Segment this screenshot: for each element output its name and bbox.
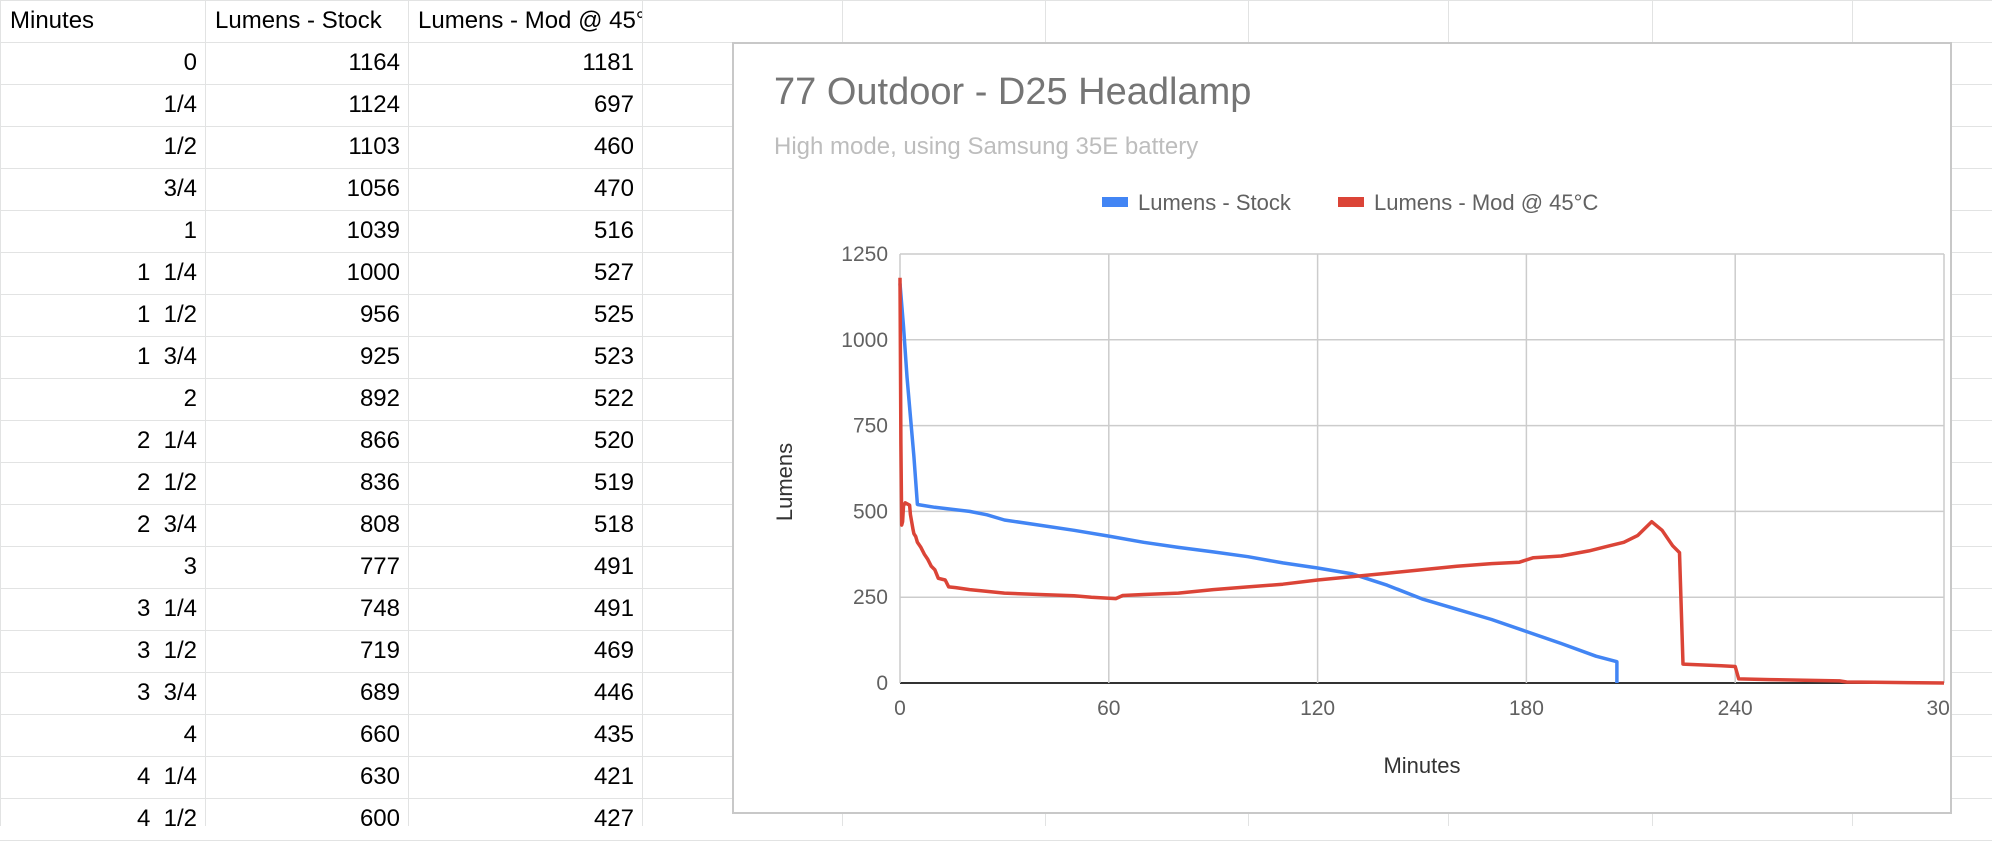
table-cell[interactable]: 689 (359, 679, 400, 706)
table-cell[interactable]: 1103 (348, 133, 400, 160)
table-cell[interactable]: 527 (593, 259, 634, 286)
y-tick-label: 0 (876, 672, 888, 695)
chart-grid (899, 253, 1945, 684)
table-cell[interactable]: 892 (359, 385, 400, 412)
table-cell[interactable]: 522 (593, 385, 634, 412)
table-cell[interactable]: 2 1/4 (136, 427, 197, 454)
table-cell[interactable]: 520 (593, 427, 634, 454)
table-cell[interactable]: 630 (359, 763, 400, 790)
x-tick-label: 120 (1300, 697, 1335, 720)
table-cell[interactable]: 660 (359, 721, 400, 748)
table-cell[interactable]: 1 3/4 (136, 343, 197, 370)
header-cell-minutes[interactable]: Minutes (10, 7, 95, 34)
table-cell[interactable]: 2 1/2 (136, 469, 197, 496)
table-cell[interactable]: 427 (593, 805, 634, 832)
y-axis-label: Lumens (772, 443, 797, 521)
chart-ticks: 0 250 500 750 1000 1250 0 60 120 180 240 300 (841, 243, 1950, 720)
y-tick-label: 250 (853, 586, 888, 609)
table-cell[interactable]: 956 (359, 301, 400, 328)
table-cell[interactable]: 1 1/4 (136, 259, 197, 286)
table-cell[interactable]: 525 (593, 301, 634, 328)
table-cell[interactable]: 1000 (346, 259, 400, 286)
table-cell[interactable]: 1164 (348, 49, 400, 76)
table-cell[interactable]: 3 3/4 (136, 679, 197, 706)
x-axis-label: Minutes (1383, 753, 1460, 778)
table-cell[interactable]: 1 1/2 (136, 301, 197, 328)
legend-swatch (1338, 197, 1364, 207)
table-cell[interactable]: 469 (593, 637, 634, 664)
column-gridline (408, 0, 409, 826)
table-cell[interactable]: 2 3/4 (136, 511, 197, 538)
table-cell[interactable]: 516 (593, 217, 634, 244)
y-tick-label: 750 (853, 415, 888, 438)
column-gridline (642, 0, 643, 826)
chart-panel[interactable]: 77 Outdoor - D25 Headlamp High mode, usi… (732, 42, 1952, 814)
table-cell[interactable]: 600 (359, 805, 400, 832)
table-cell[interactable]: 4 (183, 721, 197, 748)
table-cell[interactable]: 925 (359, 343, 400, 370)
table-cell[interactable]: 808 (359, 511, 400, 538)
table-cell[interactable]: 446 (593, 679, 634, 706)
x-tick-label: 60 (1097, 697, 1120, 720)
line-chart: 77 Outdoor - D25 Headlamp High mode, usi… (772, 71, 1950, 778)
table-cell[interactable]: 523 (593, 343, 634, 370)
table-cell[interactable]: 3 1/2 (136, 637, 197, 664)
table-cell[interactable]: 1/4 (163, 91, 197, 118)
column-gridline (205, 0, 206, 826)
series-line-stock[interactable] (898, 283, 1619, 684)
table-cell[interactable]: 719 (359, 637, 400, 664)
x-tick-label: 240 (1718, 697, 1753, 720)
table-cell[interactable]: 421 (593, 763, 634, 790)
table-cell[interactable]: 697 (593, 91, 634, 118)
table-cell[interactable]: 435 (593, 721, 634, 748)
table-cell[interactable]: 1/2 (163, 133, 197, 160)
table-cell[interactable]: 866 (359, 427, 400, 454)
series-line-mod[interactable] (898, 277, 1945, 685)
column-gridline (0, 0, 1, 826)
table-cell[interactable]: 748 (359, 595, 400, 622)
table-cell[interactable]: 777 (359, 553, 400, 580)
header-cell-lumens-stock[interactable]: Lumens - Stock (215, 7, 382, 34)
legend-label[interactable]: Lumens - Stock (1138, 190, 1292, 215)
y-tick-label: 1000 (841, 329, 888, 352)
table-cell[interactable]: 1039 (346, 217, 400, 244)
table-cell[interactable]: 0 (183, 49, 197, 76)
table-cell[interactable]: 836 (359, 469, 400, 496)
x-tick-label: 180 (1509, 697, 1544, 720)
table-cell[interactable]: 518 (593, 511, 634, 538)
chart-legend: Lumens - Stock Lumens - Mod @ 45°C (1102, 190, 1598, 215)
legend-swatch (1102, 197, 1128, 207)
table-cell[interactable]: 4 1/2 (136, 805, 197, 832)
table-cell[interactable]: 4 1/4 (136, 763, 197, 790)
table-cell[interactable]: 460 (593, 133, 634, 160)
y-tick-label: 500 (853, 500, 888, 523)
x-tick-label: 0 (894, 697, 906, 720)
table-cell[interactable]: 1056 (346, 175, 400, 202)
chart-lines (898, 277, 1945, 685)
table-cell[interactable]: 519 (593, 469, 634, 496)
x-tick-label: 300 (1926, 697, 1950, 720)
table-cell[interactable]: 1124 (348, 91, 400, 118)
table-cell[interactable]: 1181 (582, 49, 634, 76)
chart-subtitle: High mode, using Samsung 35E battery (774, 133, 1198, 160)
table-cell[interactable]: 491 (593, 595, 634, 622)
table-cell[interactable]: 3/4 (163, 175, 197, 202)
table-cell[interactable]: 1 (183, 217, 197, 244)
legend-label[interactable]: Lumens - Mod @ 45°C (1374, 190, 1598, 215)
table-cell[interactable]: 3 (183, 553, 197, 580)
table-cell[interactable]: 2 (183, 385, 197, 412)
y-tick-label: 1250 (841, 243, 888, 266)
chart-title: 77 Outdoor - D25 Headlamp (774, 71, 1251, 113)
header-cell-lumens-mod[interactable]: Lumens - Mod @ 45°C (418, 7, 642, 34)
table-cell[interactable]: 491 (593, 553, 634, 580)
row-gridline (0, 0, 1992, 1)
table-cell[interactable]: 470 (593, 175, 634, 202)
table-cell[interactable]: 3 1/4 (136, 595, 197, 622)
